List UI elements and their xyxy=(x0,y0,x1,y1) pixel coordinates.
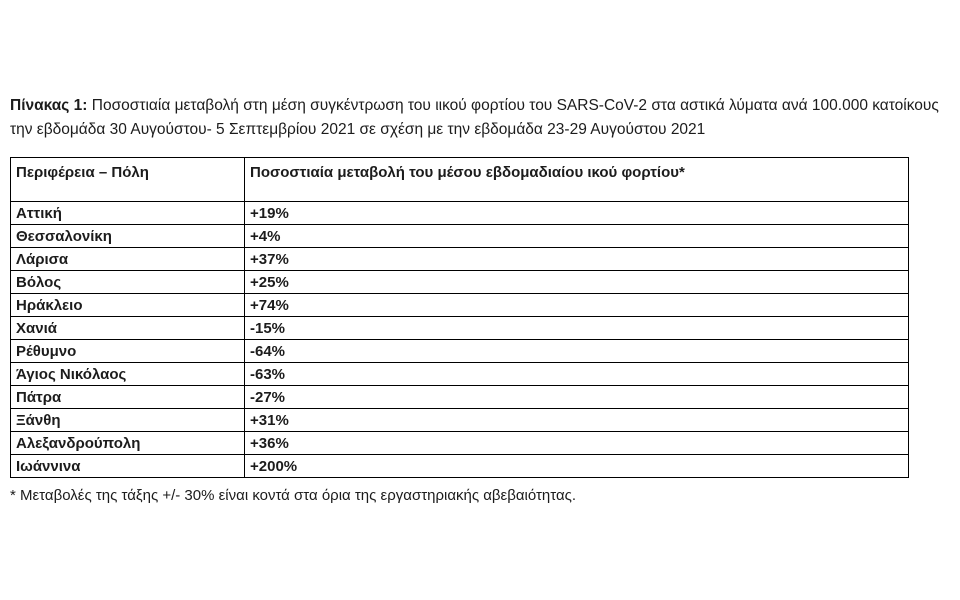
city-cell: Θεσσαλονίκη xyxy=(10,224,245,249)
table-row: Ηράκλειο +74% xyxy=(10,293,909,318)
city-cell: Ιωάννινα xyxy=(10,454,245,479)
table-row: Βόλος +25% xyxy=(10,270,909,295)
change-cell: -63% xyxy=(244,362,909,387)
table-row: Ξάνθη +31% xyxy=(10,408,909,433)
change-cell: +37% xyxy=(244,247,909,272)
change-cell: +4% xyxy=(244,224,909,249)
city-cell: Ξάνθη xyxy=(10,408,245,433)
change-cell: +19% xyxy=(244,201,909,226)
change-cell: -15% xyxy=(244,316,909,341)
city-cell: Άγιος Νικόλαος xyxy=(10,362,245,387)
city-cell: Πάτρα xyxy=(10,385,245,410)
change-cell: -64% xyxy=(244,339,909,364)
table-header-row: Περιφέρεια – Πόλη Ποσοστιαία μεταβολή το… xyxy=(10,157,909,203)
viral-load-table: Περιφέρεια – Πόλη Ποσοστιαία μεταβολή το… xyxy=(10,157,909,479)
table-caption-label: Πίνακας 1: xyxy=(10,96,88,114)
city-cell: Ρέθυμνο xyxy=(10,339,245,364)
city-cell: Αττική xyxy=(10,201,245,226)
table-row: Ιωάννινα +200% xyxy=(10,454,909,479)
change-cell: +74% xyxy=(244,293,909,318)
table-caption-text: Ποσοστιαία μεταβολή στη μέση συγκέντρωση… xyxy=(10,96,939,138)
table-row: Αλεξανδρούπολη +36% xyxy=(10,431,909,456)
change-cell: +25% xyxy=(244,270,909,295)
city-cell: Βόλος xyxy=(10,270,245,295)
table-caption: Πίνακας 1: Ποσοστιαία μεταβολή στη μέση … xyxy=(10,94,956,142)
change-cell: -27% xyxy=(244,385,909,410)
city-cell: Ηράκλειο xyxy=(10,293,245,318)
table-row: Ρέθυμνο -64% xyxy=(10,339,909,364)
table-row: Λάρισα +37% xyxy=(10,247,909,272)
table-row: Άγιος Νικόλαος -63% xyxy=(10,362,909,387)
header-change: Ποσοστιαία μεταβολή του μέσου εβδομαδιαί… xyxy=(244,157,909,203)
change-cell: +200% xyxy=(244,454,909,479)
table-row: Αττική +19% xyxy=(10,201,909,226)
city-cell: Λάρισα xyxy=(10,247,245,272)
header-city: Περιφέρεια – Πόλη xyxy=(10,157,245,203)
table-row: Χανιά -15% xyxy=(10,316,909,341)
table-row: Θεσσαλονίκη +4% xyxy=(10,224,909,249)
change-cell: +31% xyxy=(244,408,909,433)
city-cell: Αλεξανδρούπολη xyxy=(10,431,245,456)
table-row: Πάτρα -27% xyxy=(10,385,909,410)
table-footnote: * Μεταβολές της τάξης +/- 30% είναι κοντ… xyxy=(10,487,577,505)
city-cell: Χανιά xyxy=(10,316,245,341)
change-cell: +36% xyxy=(244,431,909,456)
